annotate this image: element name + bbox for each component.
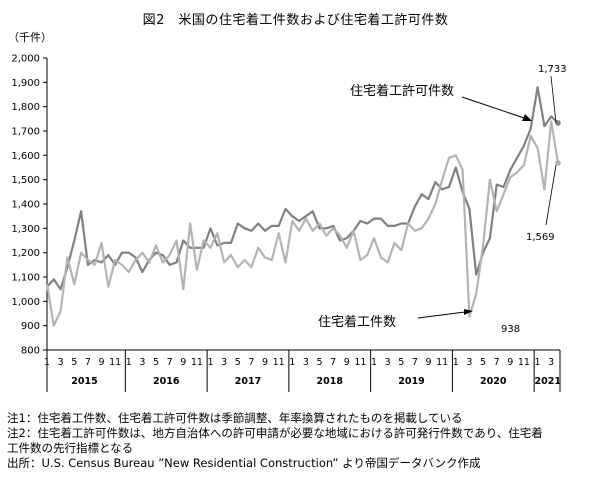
y-tick-label: 1,700 bbox=[11, 127, 40, 138]
note-1: 注1：住宅着工件数、住宅着工許可件数は季節調整、年率換算されたものを掲載している bbox=[7, 411, 463, 425]
x-tick-label: 9 bbox=[262, 357, 268, 368]
x-tick-label: 1 bbox=[453, 357, 459, 368]
y-tick-label: 1,900 bbox=[11, 78, 40, 89]
permits-arrowhead bbox=[522, 114, 532, 121]
x-tick-label: 9 bbox=[180, 357, 186, 368]
x-tick-label: 3 bbox=[548, 357, 554, 368]
x-tick-label: 1 bbox=[289, 357, 295, 368]
x-tick-label: 1 bbox=[126, 357, 132, 368]
y-tick-label: 1,500 bbox=[11, 175, 40, 186]
year-label: 2021 bbox=[535, 376, 561, 387]
year-label: 2017 bbox=[235, 376, 261, 387]
y-tick-label: 1,300 bbox=[11, 224, 40, 235]
x-tick-label: 3 bbox=[139, 357, 145, 368]
x-tick-label: 11 bbox=[518, 357, 530, 368]
year-label: 2019 bbox=[398, 376, 424, 387]
x-tick-label: 9 bbox=[426, 357, 432, 368]
y-axis-unit: （千件） bbox=[8, 31, 52, 44]
footnotes: 注1：住宅着工件数、住宅着工許可件数は季節調整、年率換算されたものを掲載している… bbox=[7, 411, 587, 471]
x-tick-label: 7 bbox=[494, 357, 500, 368]
annotations: 住宅着工許可件数 住宅着工件数 1,733 1,569 938 bbox=[318, 64, 567, 335]
series-line-starts bbox=[45, 120, 560, 327]
y-tick-label: 2,000 bbox=[11, 54, 40, 65]
x-tick-label: 3 bbox=[466, 357, 472, 368]
x-tick-label: 3 bbox=[303, 357, 309, 368]
x-tick-label: 11 bbox=[191, 357, 203, 368]
chart-title: 図2 米国の住宅着工件数および住宅着工許可件数 bbox=[142, 13, 449, 28]
year-labels: 2015 2016 2017 2018 2019 2020 2021 bbox=[71, 376, 561, 387]
x-tick-label: 5 bbox=[317, 357, 323, 368]
x-tick-label: 5 bbox=[153, 357, 159, 368]
x-tick-label: 5 bbox=[398, 357, 404, 368]
starts-min-label: 938 bbox=[501, 324, 520, 335]
note-2: 注2：住宅着工許可件数は、地方自治体への許可申請が必要な地域における許可発行件数… bbox=[7, 426, 543, 440]
x-tick-label: 3 bbox=[221, 357, 227, 368]
x-tick-label: 5 bbox=[71, 357, 77, 368]
x-tick-label: 9 bbox=[507, 357, 513, 368]
x-tick-label: 1 bbox=[207, 357, 213, 368]
permits-end-label: 1,733 bbox=[538, 64, 567, 75]
year-label: 2016 bbox=[153, 376, 180, 387]
permits-end-leader bbox=[550, 75, 557, 124]
y-tick-label: 1,600 bbox=[11, 151, 40, 162]
x-tick-label: 11 bbox=[354, 357, 366, 368]
x-tick-label: 7 bbox=[330, 357, 336, 368]
x-tick-label: 5 bbox=[480, 357, 486, 368]
x-tick-label: 9 bbox=[98, 357, 104, 368]
line-chart: 800 900 1,000 1,100 1,200 1,300 1,400 1,500 1,60… bbox=[11, 54, 567, 392]
note-2-continued: 工件数の先行指標となる bbox=[7, 441, 134, 455]
source-note: 出所：U.S. Census Bureau ”New Residential C… bbox=[7, 456, 481, 470]
year-label: 2020 bbox=[480, 376, 507, 387]
x-tick-label: 7 bbox=[248, 357, 254, 368]
x-tick-label: 11 bbox=[273, 357, 285, 368]
series-end-marker-permits bbox=[555, 120, 561, 126]
x-tick-label: 7 bbox=[167, 357, 173, 368]
x-tick-labels: 1 3 5 7 9 11 1 3 5 7 9 11 1 3 5 7 9 11 1 3 5 7 9 11 1 3 5 7 9 11 1 3 5 7 9… bbox=[44, 357, 554, 368]
starts-arrowhead bbox=[464, 309, 473, 315]
x-tick-label: 1 bbox=[371, 357, 377, 368]
x-tick-label: 11 bbox=[109, 357, 121, 368]
y-tick-label: 900 bbox=[21, 321, 40, 332]
y-tick-label: 1,800 bbox=[11, 102, 40, 113]
series-lines bbox=[45, 86, 561, 327]
chart-axes bbox=[43, 57, 561, 392]
x-tick-label: 3 bbox=[58, 357, 64, 368]
x-tick-label: 11 bbox=[436, 357, 448, 368]
starts-end-leader bbox=[545, 164, 557, 226]
y-tick-label: 1,000 bbox=[11, 297, 40, 308]
y-tick-label: 1,200 bbox=[11, 248, 40, 259]
y-tick-label: 1,400 bbox=[11, 200, 40, 211]
permits-arrow bbox=[461, 96, 531, 121]
x-tick-label: 9 bbox=[344, 357, 350, 368]
x-tick-label: 7 bbox=[412, 357, 418, 368]
x-tick-label: 1 bbox=[44, 357, 50, 368]
permits-annotation: 住宅着工許可件数 bbox=[350, 83, 454, 99]
y-tick-labels: 800 900 1,000 1,100 1,200 1,300 1,400 1,500 1,60… bbox=[11, 54, 40, 357]
y-tick-label: 800 bbox=[21, 346, 40, 357]
starts-end-label: 1,569 bbox=[526, 232, 555, 243]
starts-annotation: 住宅着工件数 bbox=[318, 314, 396, 330]
x-tick-label: 7 bbox=[85, 357, 91, 368]
x-tick-label: 5 bbox=[235, 357, 241, 368]
starts-arrow bbox=[417, 311, 466, 319]
x-tick-label: 1 bbox=[535, 357, 541, 368]
x-tick-label: 3 bbox=[385, 357, 391, 368]
series-line-permits bbox=[46, 86, 559, 291]
y-tick-label: 1,100 bbox=[11, 273, 40, 284]
year-label: 2015 bbox=[71, 376, 97, 387]
year-label: 2018 bbox=[317, 376, 344, 387]
series-end-marker-starts bbox=[555, 160, 561, 166]
